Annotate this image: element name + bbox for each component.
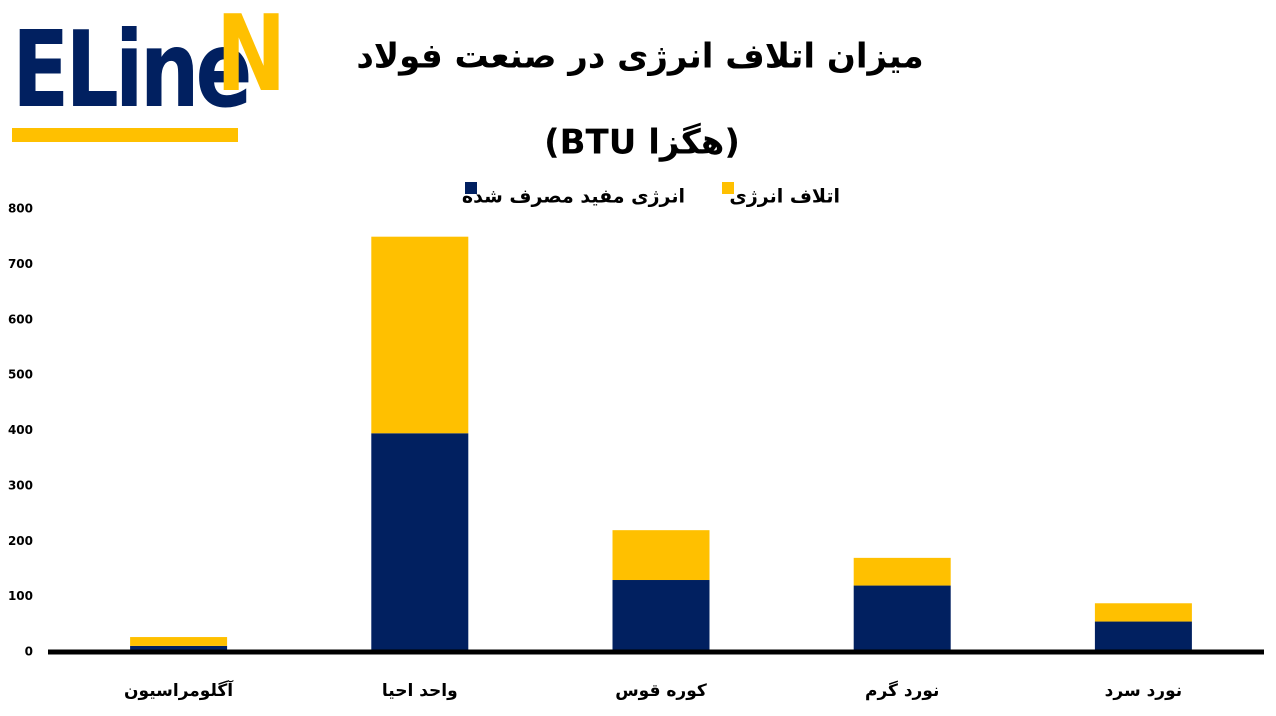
x-tick-label: نورد گرم bbox=[865, 680, 939, 701]
x-tick-label: نورد سرد bbox=[1105, 681, 1183, 701]
bar-segment bbox=[1094, 621, 1192, 652]
legend-swatch bbox=[722, 182, 734, 194]
y-tick-label: 400 bbox=[8, 423, 33, 437]
y-tick-label: 300 bbox=[8, 478, 33, 492]
bar-segment bbox=[1094, 603, 1192, 622]
y-tick-label: 200 bbox=[8, 534, 33, 548]
y-tick-label: 0 bbox=[25, 645, 33, 659]
x-tick-label: کوره قوس bbox=[615, 681, 707, 701]
bar-segment bbox=[612, 530, 710, 581]
legend-swatch bbox=[465, 182, 477, 194]
bar-segment bbox=[853, 557, 951, 586]
bar-segment bbox=[130, 645, 228, 652]
y-tick-label: 600 bbox=[8, 312, 33, 326]
chart-subtitle: (هگزا BTU) bbox=[544, 123, 740, 163]
y-tick-label: 800 bbox=[8, 202, 33, 216]
bar-segment bbox=[853, 585, 951, 652]
chart-title: میزان اتلاف انرژی در صنعت فولاد bbox=[356, 37, 923, 77]
y-tick-label: 500 bbox=[8, 368, 33, 382]
logo-bar bbox=[12, 128, 238, 142]
legend-label: انرژی مفید مصرف شده bbox=[462, 186, 685, 208]
legend-label: اتلاف انرژی bbox=[729, 186, 840, 208]
logo-accent: N bbox=[216, 0, 286, 115]
x-tick-label: واحد احیا bbox=[382, 681, 458, 701]
bar-segment bbox=[371, 236, 469, 434]
bar-segment bbox=[130, 637, 228, 646]
y-tick-label: 100 bbox=[8, 589, 33, 603]
x-tick-label: آگلومراسیون bbox=[124, 679, 234, 701]
bar-segment bbox=[612, 580, 710, 652]
y-tick-label: 700 bbox=[8, 257, 33, 271]
bar-segment bbox=[371, 433, 469, 652]
logo-text: ELine bbox=[12, 10, 249, 131]
